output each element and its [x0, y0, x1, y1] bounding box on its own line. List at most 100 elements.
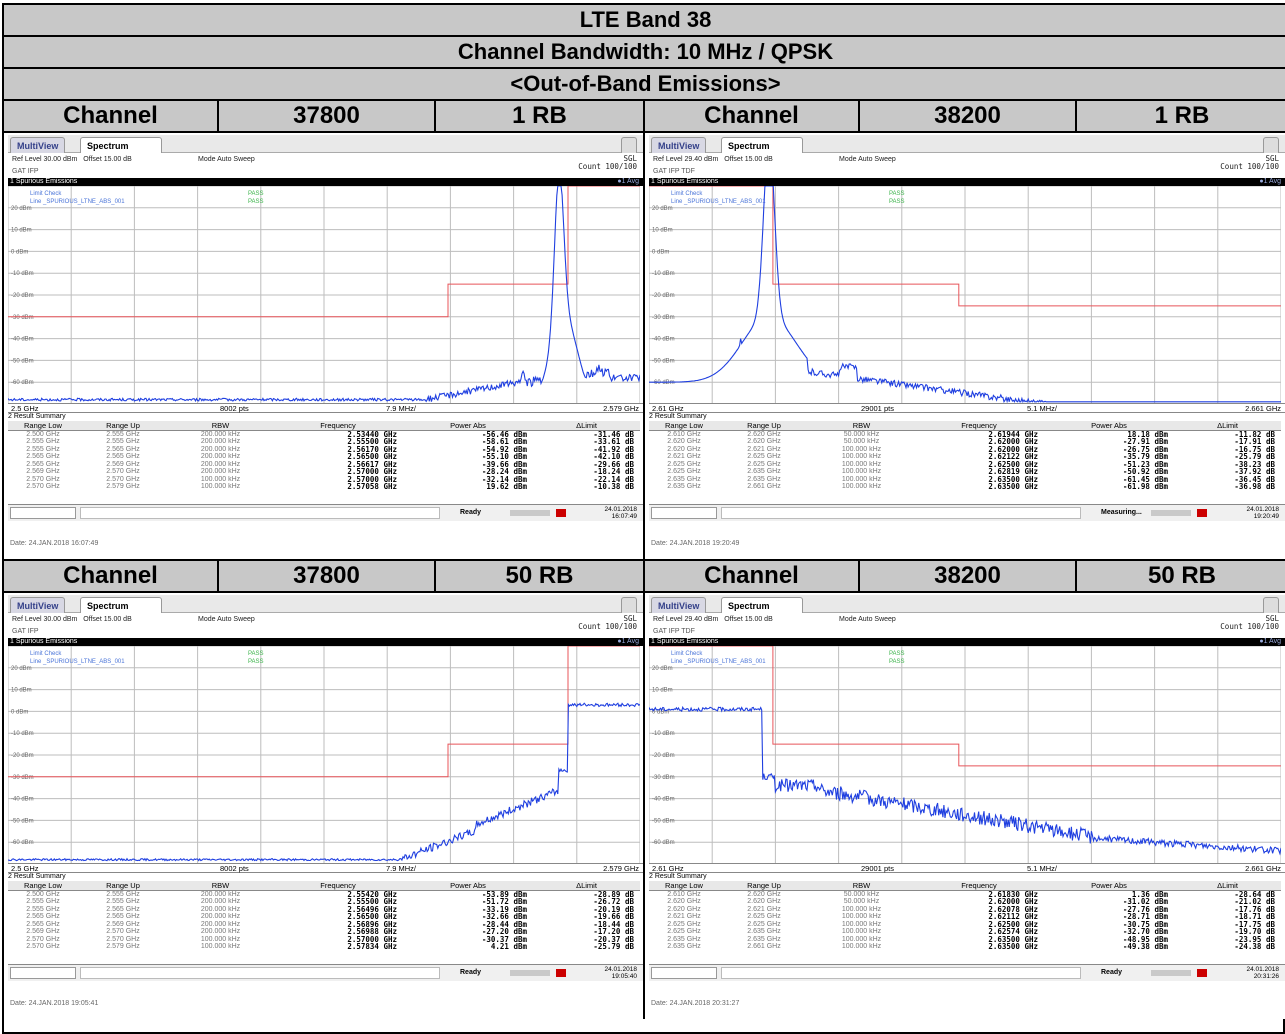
summary-column-header[interactable]: Frequency [273, 421, 403, 431]
summary-column-header[interactable]: RBW [809, 421, 914, 431]
power-abs-cell: -54.92 dBm [481, 445, 527, 453]
capture-date: Date: 24.JAN.2018 20:31:27 [651, 1000, 740, 1007]
status-input-box[interactable] [651, 507, 717, 519]
status-time: 16:07:49 [611, 513, 637, 520]
progress-bar [1151, 970, 1191, 976]
power-abs-cell: -49.38 dBm [1122, 943, 1168, 951]
summary-column-header[interactable]: Power Abs [1044, 881, 1174, 891]
summary-row: 2.625 GHz 2.625 GHz 100.000 kHz 2.62500 GHz… [649, 921, 1281, 929]
status-input-box[interactable] [651, 967, 717, 979]
summary-row: 2.625 GHz 2.635 GHz 100.000 kHz 2.62819 GHz… [649, 468, 1281, 476]
window-toggle-button[interactable] [1263, 137, 1279, 153]
summary-column-header[interactable]: Range Low [8, 881, 78, 891]
channel-header-row-2: Channel 37800 50 RB Channel 38200 50 RB [4, 561, 1285, 593]
summary-column-header[interactable]: Range Up [719, 881, 809, 891]
window-toggle-button[interactable] [621, 597, 637, 613]
summary-row: 2.565 GHz 2.565 GHz 200.000 kHz 2.56500 GHz… [8, 453, 640, 461]
summary-column-header[interactable]: Range Low [649, 421, 719, 431]
status-message-box [80, 967, 440, 979]
summary-column-header[interactable]: RBW [168, 421, 273, 431]
y-tick-label: -50 dBm [652, 358, 675, 364]
summary-column-header[interactable]: Frequency [914, 881, 1044, 891]
range-up-cell: 2.635 GHz [747, 475, 781, 483]
y-tick-label: -60 dBm [652, 380, 675, 386]
frequency-cell: 2.57000 GHz [347, 468, 397, 476]
summary-column-header[interactable]: Power Abs [403, 421, 533, 431]
summary-column-header[interactable]: Range Low [8, 421, 78, 431]
rbw-cell: 200.000 kHz [200, 453, 241, 460]
limit-check-label: Limit Check [671, 651, 703, 657]
window-toggle-button[interactable] [621, 137, 637, 153]
sweep-mode: Mode Auto Sweep [198, 156, 255, 163]
summary-column-header[interactable]: ΔLimit [1174, 421, 1281, 431]
summary-row: 2.555 GHz 2.565 GHz 200.000 kHz 2.56496 GHz… [8, 906, 640, 914]
tab-multiview[interactable]: MultiView [651, 137, 707, 153]
range-up-cell: 2.620 GHz [747, 438, 781, 445]
tab-spectrum[interactable]: Spectrum [721, 597, 803, 613]
status-time: 20:31:26 [1253, 973, 1279, 980]
y-tick-label: -40 dBm [11, 797, 34, 803]
frequency-cell: 2.56170 GHz [347, 445, 397, 453]
summary-column-header[interactable]: Power Abs [1044, 421, 1174, 431]
summary-column-header[interactable]: Frequency [273, 881, 403, 891]
status-message-box [80, 507, 440, 519]
overload-indicator-icon [556, 969, 566, 977]
summary-column-header[interactable]: ΔLimit [533, 421, 640, 431]
summary-column-header[interactable]: Power Abs [403, 881, 533, 891]
summary-column-header[interactable]: Range Low [649, 881, 719, 891]
y-tick-label: -50 dBm [652, 818, 675, 824]
range-low-cell: 2.635 GHz [667, 475, 701, 483]
window-toggle-button[interactable] [1263, 597, 1279, 613]
frequency-cell: 2.62000 GHz [988, 898, 1038, 906]
y-tick-label: -10 dBm [652, 731, 675, 737]
analyzer-screenshot: MultiView Spectrum Ref Level 30.00 dBm O… [4, 133, 645, 559]
measurement-settings: Ref Level 30.00 dBm Offset 15.00 dB GAT … [8, 614, 643, 638]
band-title: LTE Band 38 [4, 5, 1285, 37]
frequency-cell: 2.61830 GHz [988, 890, 1038, 898]
summary-row: 2.570 GHz 2.570 GHz 100.000 kHz 2.57000 GHz… [8, 476, 640, 484]
sweep-mode: Mode Auto Sweep [198, 616, 255, 623]
stop-frequency: 2.579 GHz [603, 864, 639, 873]
range-up-cell: 2.579 GHz [106, 943, 140, 950]
tab-multiview[interactable]: MultiView [651, 597, 707, 613]
limit-line-name: Line _SPURIOUS_LTNE_ABS_001 [30, 659, 125, 665]
test-report-sheet: LTE Band 38 Channel Bandwidth: 10 MHz / … [2, 3, 1285, 1034]
status-input-box[interactable] [10, 507, 76, 519]
tab-multiview[interactable]: MultiView [10, 597, 66, 613]
summary-column-header[interactable]: RBW [809, 881, 914, 891]
status-text: Ready [460, 509, 482, 516]
summary-column-header[interactable]: ΔLimit [1174, 881, 1281, 891]
tab-spectrum[interactable]: Spectrum [721, 137, 803, 153]
analyzer-screenshot: MultiView Spectrum Ref Level 29.40 dBm O… [645, 593, 1285, 1019]
range-low-cell: 2.625 GHz [667, 468, 701, 475]
summary-column-header[interactable]: Range Up [78, 421, 168, 431]
attenuation-flags: GAT IFP [12, 628, 39, 635]
status-input-box[interactable] [10, 967, 76, 979]
y-tick-label: 10 dBm [652, 688, 673, 694]
tab-spectrum[interactable]: Spectrum [80, 597, 162, 613]
delta-limit-cell: -19.70 dB [1234, 928, 1275, 936]
tab-multiview[interactable]: MultiView [10, 137, 66, 153]
summary-column-header[interactable]: Range Up [78, 881, 168, 891]
delta-limit-cell: -18.24 dB [593, 468, 634, 476]
range-up-cell: 2.625 GHz [747, 920, 781, 928]
range-low-cell: 2.620 GHz [667, 438, 701, 445]
summary-column-header[interactable]: ΔLimit [533, 881, 640, 891]
channel-label: Channel [645, 101, 860, 131]
y-tick-label: -50 dBm [11, 818, 34, 824]
pass-label-1: PASS [889, 651, 905, 657]
spectrum-trace [649, 705, 1281, 856]
summary-row: 2.635 GHz 2.661 GHz 100.000 kHz 2.63500 GHz… [649, 943, 1281, 951]
tab-spectrum[interactable]: Spectrum [80, 137, 162, 153]
summary-column-header[interactable]: Range Up [719, 421, 809, 431]
limit-check-label: Limit Check [671, 191, 703, 197]
rbw-cell: 200.000 kHz [200, 468, 241, 475]
summary-column-header[interactable]: RBW [168, 881, 273, 891]
spectrum-trace [8, 186, 640, 403]
power-abs-cell: -51.72 dBm [481, 898, 527, 906]
y-tick-label: 0 dBm [11, 709, 28, 715]
range-up-cell: 2.625 GHz [747, 453, 781, 460]
measurement-settings: Ref Level 30.00 dBm Offset 15.00 dB GAT … [8, 154, 643, 178]
summary-column-header[interactable]: Frequency [914, 421, 1044, 431]
limit-line-name: Line _SPURIOUS_LTNE_ABS_001 [671, 659, 766, 665]
